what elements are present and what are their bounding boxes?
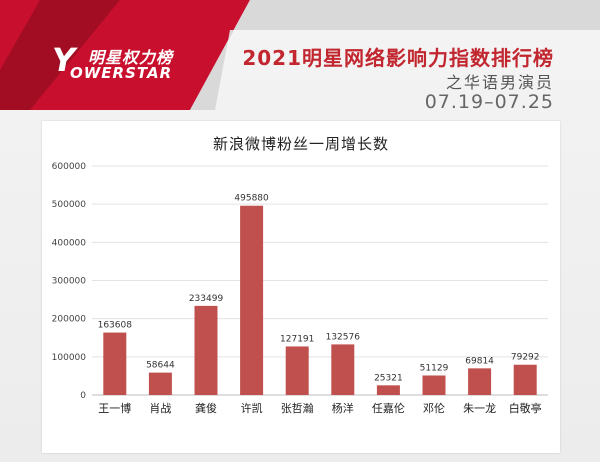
logo-english-text: OWERSTAR <box>70 64 173 82</box>
bar <box>331 344 355 395</box>
date-range: 07.19–07.25 <box>424 91 554 113</box>
bar <box>194 305 218 395</box>
data-label: 69814 <box>465 356 494 366</box>
data-label: 163608 <box>98 321 133 331</box>
chart-title: 新浪微博粉丝一周增长数 <box>212 135 389 153</box>
header-banner: Y 明星权力榜 OWERSTAR 2021明星网络影响力指数排行榜 之华语男演员… <box>0 0 600 120</box>
bar <box>468 368 492 395</box>
data-label: 127191 <box>280 334 314 344</box>
x-tick-label: 许凯 <box>241 402 263 415</box>
bar-chart: 0 100000 200000 300000 400000 500000 600000 163… <box>52 162 548 415</box>
x-tick-label: 杨洋 <box>332 401 354 415</box>
bar <box>376 385 400 395</box>
logo-dark-stripe <box>0 0 120 110</box>
x-tick-label: 张哲瀚 <box>281 401 314 415</box>
x-tick-label: 白敬亭 <box>509 401 542 415</box>
x-tick-label: 任嘉伦 <box>372 401 405 415</box>
y-tick-label: 100000 <box>52 353 87 363</box>
data-label: 58644 <box>146 361 175 371</box>
x-tick-label: 肖战 <box>149 401 171 415</box>
banner-gray-stripe <box>190 0 600 110</box>
chart-panel: 新浪微博粉丝一周增长数 0 100000 200000 300000 400000 500… <box>42 121 560 453</box>
data-label: 51129 <box>420 363 449 373</box>
data-label: 25321 <box>374 373 403 383</box>
x-tick-label: 邓伦 <box>423 401 445 415</box>
y-tick-label: 600000 <box>52 162 87 172</box>
page-title: 2021明星网络影响力指数排行榜 <box>242 46 554 70</box>
y-tick-label: 500000 <box>52 200 87 210</box>
y-tick-label: 400000 <box>52 238 87 248</box>
x-tick-label: 龚俊 <box>195 401 217 415</box>
bar <box>422 375 446 395</box>
y-tick-label: 200000 <box>52 315 87 325</box>
x-tick-label: 王一博 <box>98 402 131 415</box>
bar <box>285 346 309 395</box>
y-tick-label: 300000 <box>52 277 87 287</box>
data-label: 79292 <box>511 353 540 363</box>
bar <box>240 205 264 395</box>
logo-chinese-text: 明星权力榜 <box>88 48 174 67</box>
bar <box>513 364 537 395</box>
y-tick-label: 0 <box>80 391 86 401</box>
page-subtitle: 之华语男演员 <box>445 73 554 92</box>
bar <box>148 372 172 395</box>
logo-mark: Y <box>52 41 76 79</box>
bar <box>103 332 127 395</box>
data-label: 495880 <box>234 194 269 204</box>
data-label: 233499 <box>189 294 224 304</box>
banner-shapes <box>0 0 600 110</box>
x-tick-label: 朱一龙 <box>463 402 496 415</box>
data-label: 132576 <box>326 332 361 342</box>
